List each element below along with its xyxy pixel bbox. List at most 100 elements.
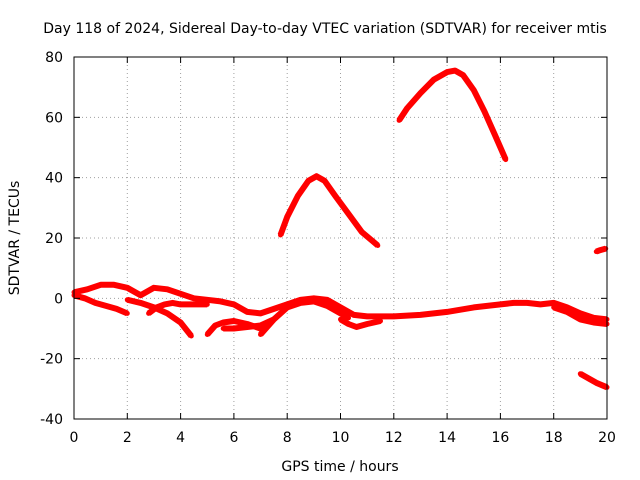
data-point — [311, 298, 317, 304]
x-tick-labels: 0 2 4 6 8 10 12 14 16 18 20 — [70, 430, 616, 446]
data-point — [124, 310, 130, 316]
data-point — [138, 292, 144, 298]
data-point — [124, 285, 130, 291]
data-point — [537, 301, 543, 307]
data-point — [258, 310, 263, 316]
data-point — [295, 193, 301, 199]
data-point — [103, 303, 109, 309]
data-point — [593, 380, 599, 386]
data-point — [191, 301, 197, 307]
data-point — [284, 214, 290, 220]
x-tick-label: 16 — [491, 430, 509, 446]
data-point — [511, 300, 517, 306]
data-point — [444, 309, 450, 315]
series-low-aux-6 — [258, 298, 351, 337]
y-axis-label: SDTVAR / TECUs — [7, 181, 23, 296]
y-tick-label: 0 — [54, 291, 63, 307]
data-point — [354, 324, 359, 330]
data-point — [338, 304, 343, 310]
y-tick-label: -20 — [40, 352, 63, 368]
data-point — [375, 243, 381, 248]
series-line — [578, 371, 609, 391]
data-point — [492, 132, 498, 138]
data-point — [82, 295, 88, 301]
data-point — [324, 297, 330, 303]
data-point — [220, 320, 226, 325]
data-point — [164, 310, 170, 316]
data-point — [204, 297, 210, 303]
data-point — [471, 304, 477, 310]
data-point — [346, 211, 351, 217]
series-late-low — [577, 371, 610, 391]
series-low-aux-8 — [551, 304, 610, 327]
data-point — [597, 247, 603, 253]
series-low-aux-7 — [338, 316, 383, 330]
x-tick-label: 14 — [438, 430, 456, 446]
data-point — [332, 193, 338, 199]
data-point — [417, 90, 423, 96]
data-point — [471, 87, 477, 93]
data-point — [460, 72, 466, 78]
x-axis-label: GPS time / hours — [281, 459, 398, 475]
y-tick-labels: -40 -20 0 20 40 60 80 — [40, 50, 63, 428]
y-tick-label: 40 — [45, 171, 63, 187]
data-point — [378, 318, 383, 324]
data-point — [138, 300, 144, 306]
x-tick-label: 10 — [332, 430, 350, 446]
x-tick-label: 12 — [385, 430, 403, 446]
data-point — [218, 298, 224, 304]
data-point — [84, 286, 90, 292]
data-point — [162, 301, 168, 307]
data-point — [396, 117, 402, 123]
data-point — [364, 321, 370, 327]
data-point — [178, 320, 184, 325]
data-point — [351, 312, 357, 318]
series-line — [258, 298, 350, 337]
data-point — [278, 232, 283, 238]
x-tick-label: 18 — [545, 430, 563, 446]
data-point — [244, 324, 250, 330]
data-point — [191, 295, 197, 301]
data-point — [170, 300, 176, 306]
data-point — [258, 323, 263, 328]
data-point — [146, 310, 152, 316]
y-tick-label: 60 — [45, 110, 63, 126]
data-point — [577, 310, 583, 316]
data-point — [92, 300, 98, 306]
y-tick-label: 20 — [45, 231, 63, 247]
data-point — [212, 323, 218, 328]
data-point — [591, 320, 597, 325]
data-point — [111, 282, 117, 288]
data-point — [164, 286, 170, 292]
data-point — [452, 68, 458, 74]
chart-title: Day 118 of 2024, Sidereal Day-to-day VTE… — [43, 21, 607, 37]
data-point — [359, 229, 365, 235]
data-point — [178, 301, 184, 307]
data-point — [124, 297, 130, 303]
data-point — [314, 173, 319, 179]
ticks — [73, 56, 608, 420]
data-point — [346, 321, 351, 327]
y-tick-label: 80 — [45, 50, 63, 66]
x-tick-label: 6 — [229, 430, 238, 446]
x-tick-label: 4 — [176, 430, 185, 446]
data-point — [417, 312, 423, 318]
data-point — [481, 108, 487, 114]
data-point — [231, 318, 237, 324]
x-tick-label: 2 — [123, 430, 132, 446]
data-point — [404, 105, 410, 111]
data-point — [524, 300, 530, 306]
data-point — [178, 291, 184, 297]
data-point — [551, 304, 557, 310]
x-tick-label: 20 — [598, 430, 616, 446]
series-low-aux-2 — [124, 296, 194, 339]
data-point — [564, 309, 570, 315]
data-point — [391, 313, 397, 319]
series-arc-2 — [396, 67, 509, 163]
data-point — [98, 282, 104, 288]
data-point — [220, 326, 226, 331]
data-point — [231, 326, 237, 331]
data-point — [503, 157, 509, 163]
